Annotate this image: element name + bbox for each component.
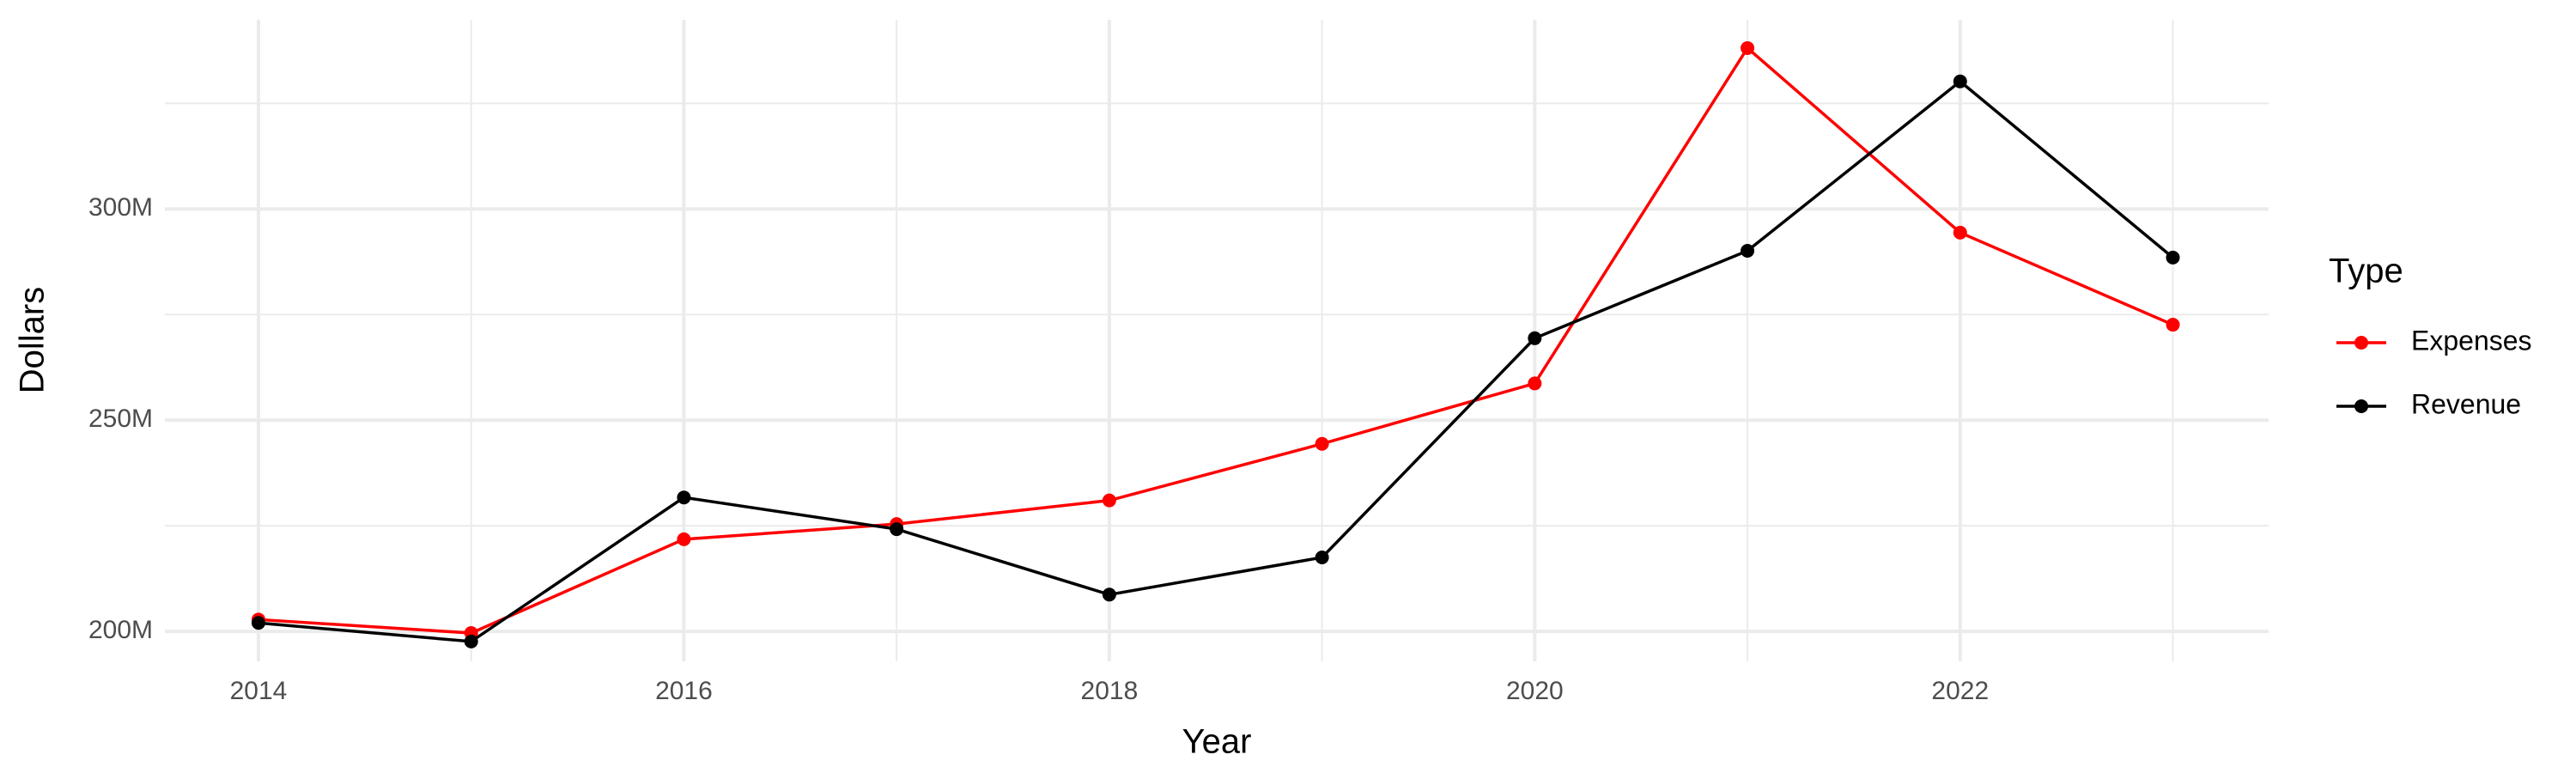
- data-point: [1741, 243, 1755, 258]
- x-tick-label: 2020: [1506, 677, 1564, 705]
- data-point: [1953, 74, 1967, 88]
- legend-label: Expenses: [2411, 325, 2532, 356]
- data-point: [251, 616, 265, 630]
- data-point: [1102, 493, 1116, 508]
- data-point: [890, 522, 904, 537]
- data-point: [1315, 436, 1329, 451]
- data-point: [1528, 331, 1542, 345]
- y-tick-label: 300M: [88, 193, 153, 222]
- x-tick-label: 2014: [230, 677, 288, 705]
- legend-label: Revenue: [2411, 388, 2521, 419]
- y-axis-title: Dollars: [14, 287, 52, 393]
- x-tick-label: 2018: [1081, 677, 1139, 705]
- data-point: [1741, 40, 1755, 55]
- data-point: [677, 532, 691, 546]
- series-line: [258, 46, 2174, 635]
- legend-title: Type: [2329, 253, 2403, 290]
- x-axis-title: Year: [1182, 723, 1252, 761]
- data-point: [1102, 587, 1116, 602]
- x-tick-label: 2016: [655, 677, 713, 705]
- data-point: [1953, 225, 1967, 240]
- data-point: [677, 490, 691, 505]
- data-point: [1528, 376, 1542, 391]
- data-point: [1315, 551, 1329, 565]
- data-point: [2166, 318, 2180, 332]
- data-point: [464, 634, 478, 648]
- legend-key-point: [2354, 336, 2368, 350]
- x-tick-label: 2022: [1931, 677, 1989, 705]
- data-point: [2166, 250, 2180, 265]
- y-tick-label: 250M: [88, 405, 153, 433]
- legend-key-point: [2354, 399, 2368, 413]
- series-line: [258, 79, 2174, 643]
- grid: [165, 20, 2269, 661]
- y-tick-label: 200M: [88, 616, 153, 644]
